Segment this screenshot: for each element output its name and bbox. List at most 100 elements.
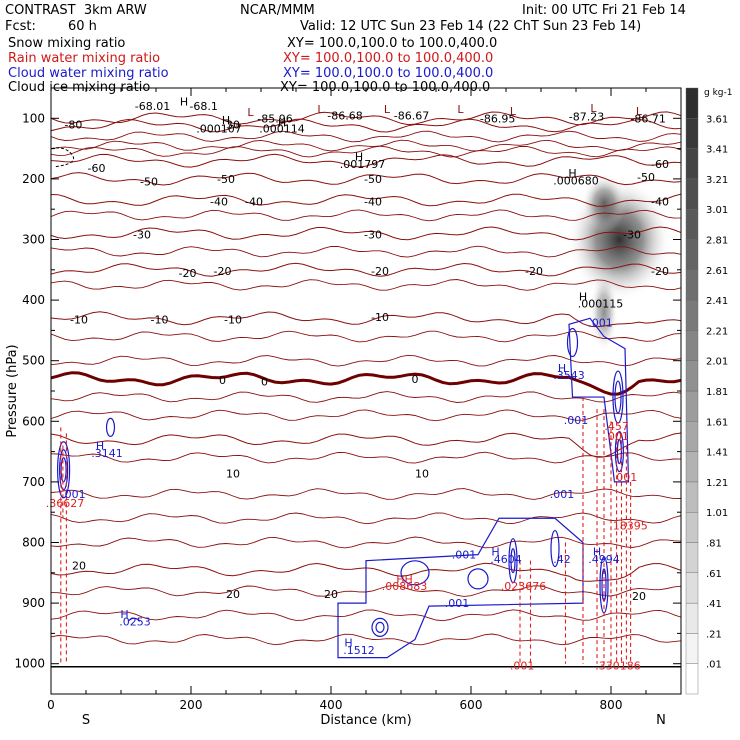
extremum-label: .001 [588, 317, 613, 330]
x-tick-label: 200 [180, 698, 203, 712]
extremum-label: 30 [226, 118, 240, 131]
colorbar-cell [685, 178, 699, 210]
isotherm-line-minor [51, 279, 681, 291]
cloud-water-contour [510, 548, 516, 574]
isotherm-label: 10 [415, 467, 429, 480]
isotherm-line [51, 432, 681, 458]
isotherm-line-minor [51, 633, 681, 646]
colorbar-cell [685, 633, 699, 664]
extremum-label: L [317, 103, 324, 116]
colorbar-level-label: 2.61 [706, 266, 728, 277]
colorbar-cell [685, 542, 699, 573]
extremum-label: HH [396, 573, 413, 586]
isotherm-label: -40 [210, 195, 228, 208]
x-tick-label: 0 [47, 698, 55, 712]
cloud-water-contour [375, 621, 385, 633]
isotherm-label: 20 [226, 588, 240, 601]
cloud-water-contour [56, 441, 71, 499]
extremum-label: .000680 [553, 175, 599, 188]
extremum-label: .001 [510, 660, 535, 673]
colorbar-level-label: 1.41 [706, 448, 728, 459]
extremum-label: H [491, 546, 499, 559]
extremum-label: H [120, 608, 128, 621]
y-tick-label: 500 [22, 354, 45, 368]
isotherm-label: -86.95 [480, 112, 515, 125]
extremum-label: .023676 [501, 580, 547, 593]
colorbar-level-label: .01 [706, 660, 722, 671]
isotherm-label: 0 [261, 375, 268, 388]
isotherm-label: -68.1 [189, 100, 217, 113]
isotherm-line-minor [51, 139, 681, 152]
colorbar-cell [685, 208, 699, 240]
cloud-water-contour [60, 457, 67, 483]
field-snow-name: Snow mixing ratio [8, 36, 126, 51]
extremum-label: .4994 [588, 553, 620, 566]
isotherm-label: -87.23 [569, 110, 604, 123]
extremum-label: .3141 [91, 447, 123, 460]
colorbar-cell [685, 118, 699, 149]
isotherm-line [51, 262, 681, 277]
isotherm-line-minor [51, 145, 681, 158]
extremum-label: .001 [564, 414, 589, 427]
extremum-label: .457 [604, 420, 629, 433]
contour-label-layer: -68.01 -68.1 -85.96 -86.68 -86.67 -86.95 -87.2… [46, 95, 669, 672]
isotherm-label: -20 [525, 265, 543, 278]
isotherm-line [51, 172, 681, 186]
snow-shading-tail [590, 272, 618, 353]
colorbar-cell [685, 602, 699, 634]
extremum-label: H [558, 362, 566, 375]
snow-shading-layer [567, 173, 672, 353]
cloud-water-contour [616, 439, 623, 465]
cloud-water-contour [566, 327, 579, 358]
extremum-label: .42 [553, 553, 571, 566]
extremum-label: .001 [550, 488, 575, 501]
extremum-label: .36627 [46, 497, 85, 510]
y-tick-label: 100 [22, 111, 45, 125]
colorbar-level-label: .81 [706, 539, 722, 550]
isotherm-label: -40 [245, 195, 263, 208]
isotherm-label: -10 [371, 311, 389, 324]
isotherm-line-minor [51, 130, 681, 143]
cloud-water-small [127, 617, 141, 622]
isotherm-label: -10 [151, 313, 169, 326]
y-tick-label: 800 [22, 536, 45, 550]
colorbar-level-label: 2.21 [706, 326, 728, 337]
isotherm-label: -40 [651, 195, 669, 208]
y-tick-label: 300 [22, 233, 45, 247]
extremum-label: L [457, 103, 464, 116]
cloud-water-envelope [337, 517, 584, 659]
field-rain-name: Rain water mixing ratio [8, 51, 161, 66]
extremum-label: .001 [604, 430, 629, 443]
extremum-label: L [510, 105, 517, 118]
extremum-label: .001 [445, 597, 470, 610]
extremum-label: H [278, 117, 286, 130]
colorbar-level-label: 3.41 [706, 145, 728, 156]
colorbar-level-label: .41 [706, 599, 722, 610]
extremum-label: .000115 [578, 298, 624, 311]
colorbar: .01 .21 .41 .61 .81 1.01 1.21 1.41 1.61 1.81 2.01 2… [685, 87, 732, 695]
extremum-label: H [180, 95, 188, 108]
colorbar-unit: g kg-1 [704, 88, 732, 98]
y-axis-label: Pressure (hPa) [5, 344, 20, 437]
snow-contour-dashed [51, 147, 75, 168]
isotherm-label: -86.71 [630, 112, 665, 125]
model-title: CONTRAST 3km ARW [5, 3, 147, 18]
isotherm-label: -40 [364, 195, 382, 208]
extremum-label: H [96, 440, 104, 453]
colorbar-cell [685, 512, 699, 543]
extremum-label: H [579, 290, 587, 303]
cloud-water-contour [467, 568, 489, 590]
y-tick-label: 900 [22, 596, 45, 610]
isotherm-label: -30 [623, 229, 641, 242]
extremum-label: .18395 [609, 520, 648, 533]
cloud-water-contour [508, 538, 518, 584]
colorbar-cell [685, 481, 699, 513]
isotherm-line-minor [51, 391, 681, 403]
isotherm-label: -30 [133, 229, 151, 242]
isotherm-line-minor [51, 409, 681, 422]
extremum-label: L [636, 105, 643, 118]
colorbar-level-label: .21 [706, 629, 722, 640]
cloud-water-contour [550, 529, 560, 568]
colorbar-cell [685, 269, 699, 301]
